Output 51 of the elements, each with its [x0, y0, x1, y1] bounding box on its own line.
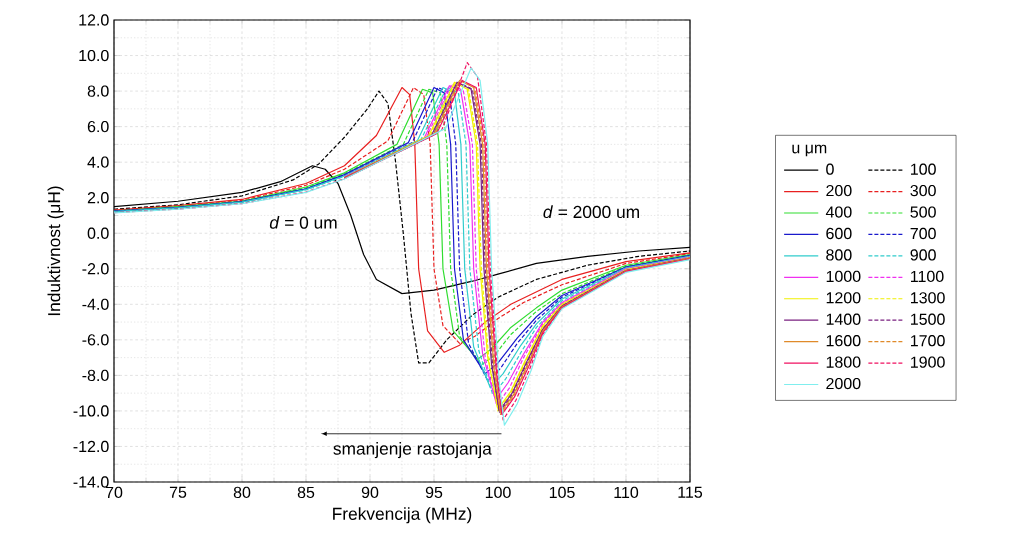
legend-label: 2000	[826, 377, 861, 390]
legend-title: u μm	[792, 144, 827, 157]
legend-label: 600	[826, 227, 852, 240]
x-tick-label: 85	[297, 486, 315, 499]
legend-label: 900	[910, 249, 936, 261]
legend-label: 1500	[911, 313, 945, 325]
y-tick-label: -8.0	[82, 369, 109, 382]
y-tick-label: -12.0	[73, 440, 109, 453]
legend-label: 500	[910, 206, 936, 218]
y-tick-label: -14.0	[73, 476, 109, 488]
x-tick-label: 70	[105, 486, 123, 499]
legend-label: 800	[826, 249, 852, 261]
annotation: d = 0 um	[269, 215, 337, 229]
y-axis-title: Induktivnost (μH)	[47, 186, 64, 316]
legend-label: 1700	[911, 335, 945, 347]
legend-label: 0	[826, 163, 834, 175]
y-tick-label: 2.0	[87, 192, 109, 204]
legend-label: 400	[825, 206, 852, 218]
legend-label: 200	[826, 184, 852, 197]
y-tick-label: 12.0	[79, 14, 109, 26]
x-tick-label: 115	[678, 486, 703, 498]
legend-label: 100	[911, 163, 936, 175]
y-tick-label: 0.0	[87, 227, 109, 239]
legend-label: 1900	[911, 356, 945, 368]
x-tick-label: 75	[169, 486, 187, 498]
y-tick-label: -2.0	[82, 263, 109, 275]
legend-label: 1400	[826, 313, 861, 325]
y-tick-label: 10.0	[79, 49, 109, 62]
x-tick-label: 110	[614, 486, 639, 499]
legend-label: 1000	[826, 270, 861, 283]
y-tick-label: -10.0	[73, 405, 109, 417]
y-tick-label: -6.0	[82, 334, 109, 346]
x-axis-title: Frekvencija (MHz)	[333, 507, 472, 524]
legend-label: 700	[910, 227, 936, 240]
annotation: d = 2000 um	[543, 205, 639, 219]
x-tick-label: 105	[549, 486, 575, 499]
x-tick-label: 90	[361, 486, 379, 499]
annotation: smanjenje rastojanja	[333, 442, 492, 459]
legend-label: 1600	[826, 335, 861, 347]
legend-label: 300	[910, 184, 936, 197]
y-tick-label: -4.0	[82, 298, 109, 310]
y-tick-label: 4.0	[87, 156, 109, 168]
y-tick-label: 8.0	[87, 85, 109, 97]
y-tick-label: 6.0	[87, 120, 109, 133]
legend-label: 1200	[826, 292, 861, 304]
x-tick-label: 80	[233, 486, 251, 499]
legend-label: 1100	[911, 270, 944, 283]
x-tick-label: 100	[485, 486, 511, 499]
x-tick-label: 95	[425, 486, 443, 499]
legend-label: 1800	[826, 356, 861, 368]
legend-label: 1300	[911, 292, 945, 304]
